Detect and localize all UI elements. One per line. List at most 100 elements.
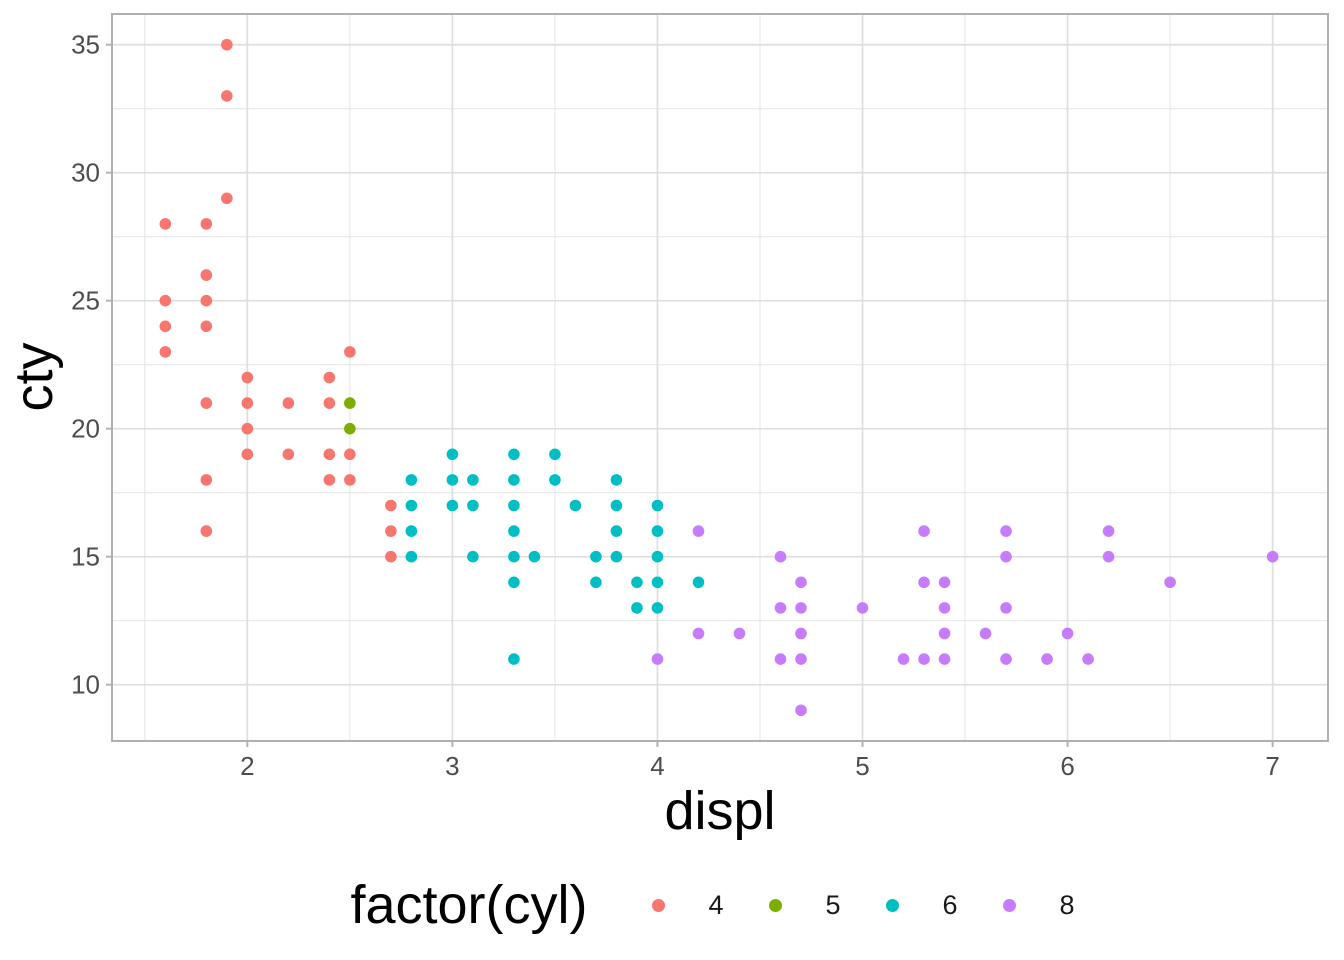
data-point-cyl-6 [405,499,418,512]
data-point-cyl-4 [323,397,336,409]
data-point-cyl-8 [856,602,869,614]
data-point-cyl-6 [446,474,459,486]
legend-label-cyl-8: 8 [1059,889,1075,920]
data-point-cyl-6 [610,525,623,537]
data-point-cyl-6 [569,499,582,512]
data-point-cyl-8 [774,550,787,563]
legend-items: 4 5 6 8 [622,889,1090,920]
x-tick-label: 7 [1265,751,1279,781]
data-point-cyl-4 [344,448,356,461]
data-point-cyl-8 [1102,550,1115,563]
data-point-cyl-4 [200,474,213,486]
data-point-cyl-8 [774,653,787,665]
data-point-cyl-8 [1061,627,1074,640]
data-point-cyl-8 [1164,576,1176,589]
data-point-cyl-6 [467,550,479,563]
x-tick-label: 2 [240,751,254,781]
y-tick-label: 25 [71,286,100,316]
legend-label-cyl-4: 4 [708,889,724,920]
data-point-cyl-6 [549,448,561,461]
data-point-cyl-8 [692,525,705,537]
data-point-cyl-4 [221,192,233,205]
data-point-cyl-6 [508,550,520,563]
x-axis-title: displ [664,781,776,841]
legend-item-cyl-5: 5 [768,891,856,919]
data-point-cyl-4 [241,422,254,435]
legend-title: factor(cyl) [350,875,588,935]
legend-item-cyl-4: 4 [651,889,739,920]
data-point-cyl-5 [344,422,356,435]
data-point-cyl-6 [467,499,479,512]
y-axis-title: cty [4,342,64,412]
data-point-cyl-8 [795,704,807,717]
data-point-cyl-4 [323,371,336,384]
data-point-cyl-6 [610,499,623,512]
data-point-cyl-6 [528,550,541,563]
data-point-cyl-6 [508,525,520,537]
data-point-cyl-4 [385,499,397,512]
data-point-cyl-8 [1000,525,1012,537]
legend-key-dot-cyl-8 [1002,898,1016,912]
data-point-cyl-8 [918,525,930,537]
data-point-cyl-8 [1102,525,1115,537]
data-point-cyl-4 [221,38,233,51]
data-point-cyl-8 [938,653,951,665]
data-point-cyl-4 [200,294,213,307]
data-point-cyl-8 [733,627,746,640]
data-point-cyl-6 [446,499,459,512]
data-point-cyl-4 [344,474,356,486]
data-point-cyl-8 [897,653,910,665]
data-point-cyl-6 [508,499,520,512]
data-point-cyl-4 [323,448,336,461]
data-point-cyl-4 [221,90,233,102]
data-point-cyl-8 [1082,653,1094,665]
data-point-cyl-8 [1000,602,1012,614]
data-point-cyl-8 [1041,653,1053,665]
data-point-cyl-6 [405,550,418,563]
data-point-cyl-8 [692,627,705,640]
data-point-cyl-4 [323,474,336,486]
y-tick-label: 35 [71,30,100,60]
data-point-cyl-6 [405,525,418,537]
data-point-cyl-8 [795,576,807,589]
panel-background [112,14,1328,741]
data-point-cyl-8 [1000,653,1012,665]
data-point-cyl-6 [508,448,520,461]
data-point-cyl-8 [651,653,664,665]
data-point-cyl-4 [282,397,295,409]
data-point-cyl-4 [241,397,254,409]
data-point-cyl-8 [795,627,807,640]
data-point-cyl-6 [405,474,418,486]
data-point-cyl-6 [508,653,520,665]
data-point-cyl-8 [938,602,951,614]
x-tick-label: 3 [445,751,459,781]
data-point-cyl-6 [590,550,602,563]
legend-label-cyl-6: 6 [942,889,958,920]
panel-border [111,13,1329,742]
data-point-cyl-4 [200,397,213,409]
data-point-cyl-8 [795,602,807,614]
data-point-cyl-4 [241,371,254,384]
data-point-cyl-8 [918,576,930,589]
data-point-cyl-4 [159,320,172,333]
data-point-cyl-4 [159,218,172,230]
y-tick-label: 20 [71,414,100,444]
data-point-cyl-6 [549,474,561,486]
legend-key-dot-cyl-5 [768,898,782,912]
data-point-cyl-6 [631,576,643,589]
data-point-cyl-4 [344,346,356,358]
y-tick-label: 15 [71,542,100,572]
data-point-cyl-6 [508,576,520,589]
data-point-cyl-6 [651,550,664,563]
x-tick-label: 5 [855,751,869,781]
data-point-cyl-8 [938,576,951,589]
data-point-cyl-4 [200,218,213,230]
data-point-cyl-8 [979,627,992,640]
legend-item-cyl-8: 8 [1002,889,1090,920]
data-point-cyl-4 [200,525,213,537]
data-point-cyl-4 [385,525,397,537]
x-tick-label: 4 [650,751,664,781]
data-point-cyl-6 [446,448,459,461]
